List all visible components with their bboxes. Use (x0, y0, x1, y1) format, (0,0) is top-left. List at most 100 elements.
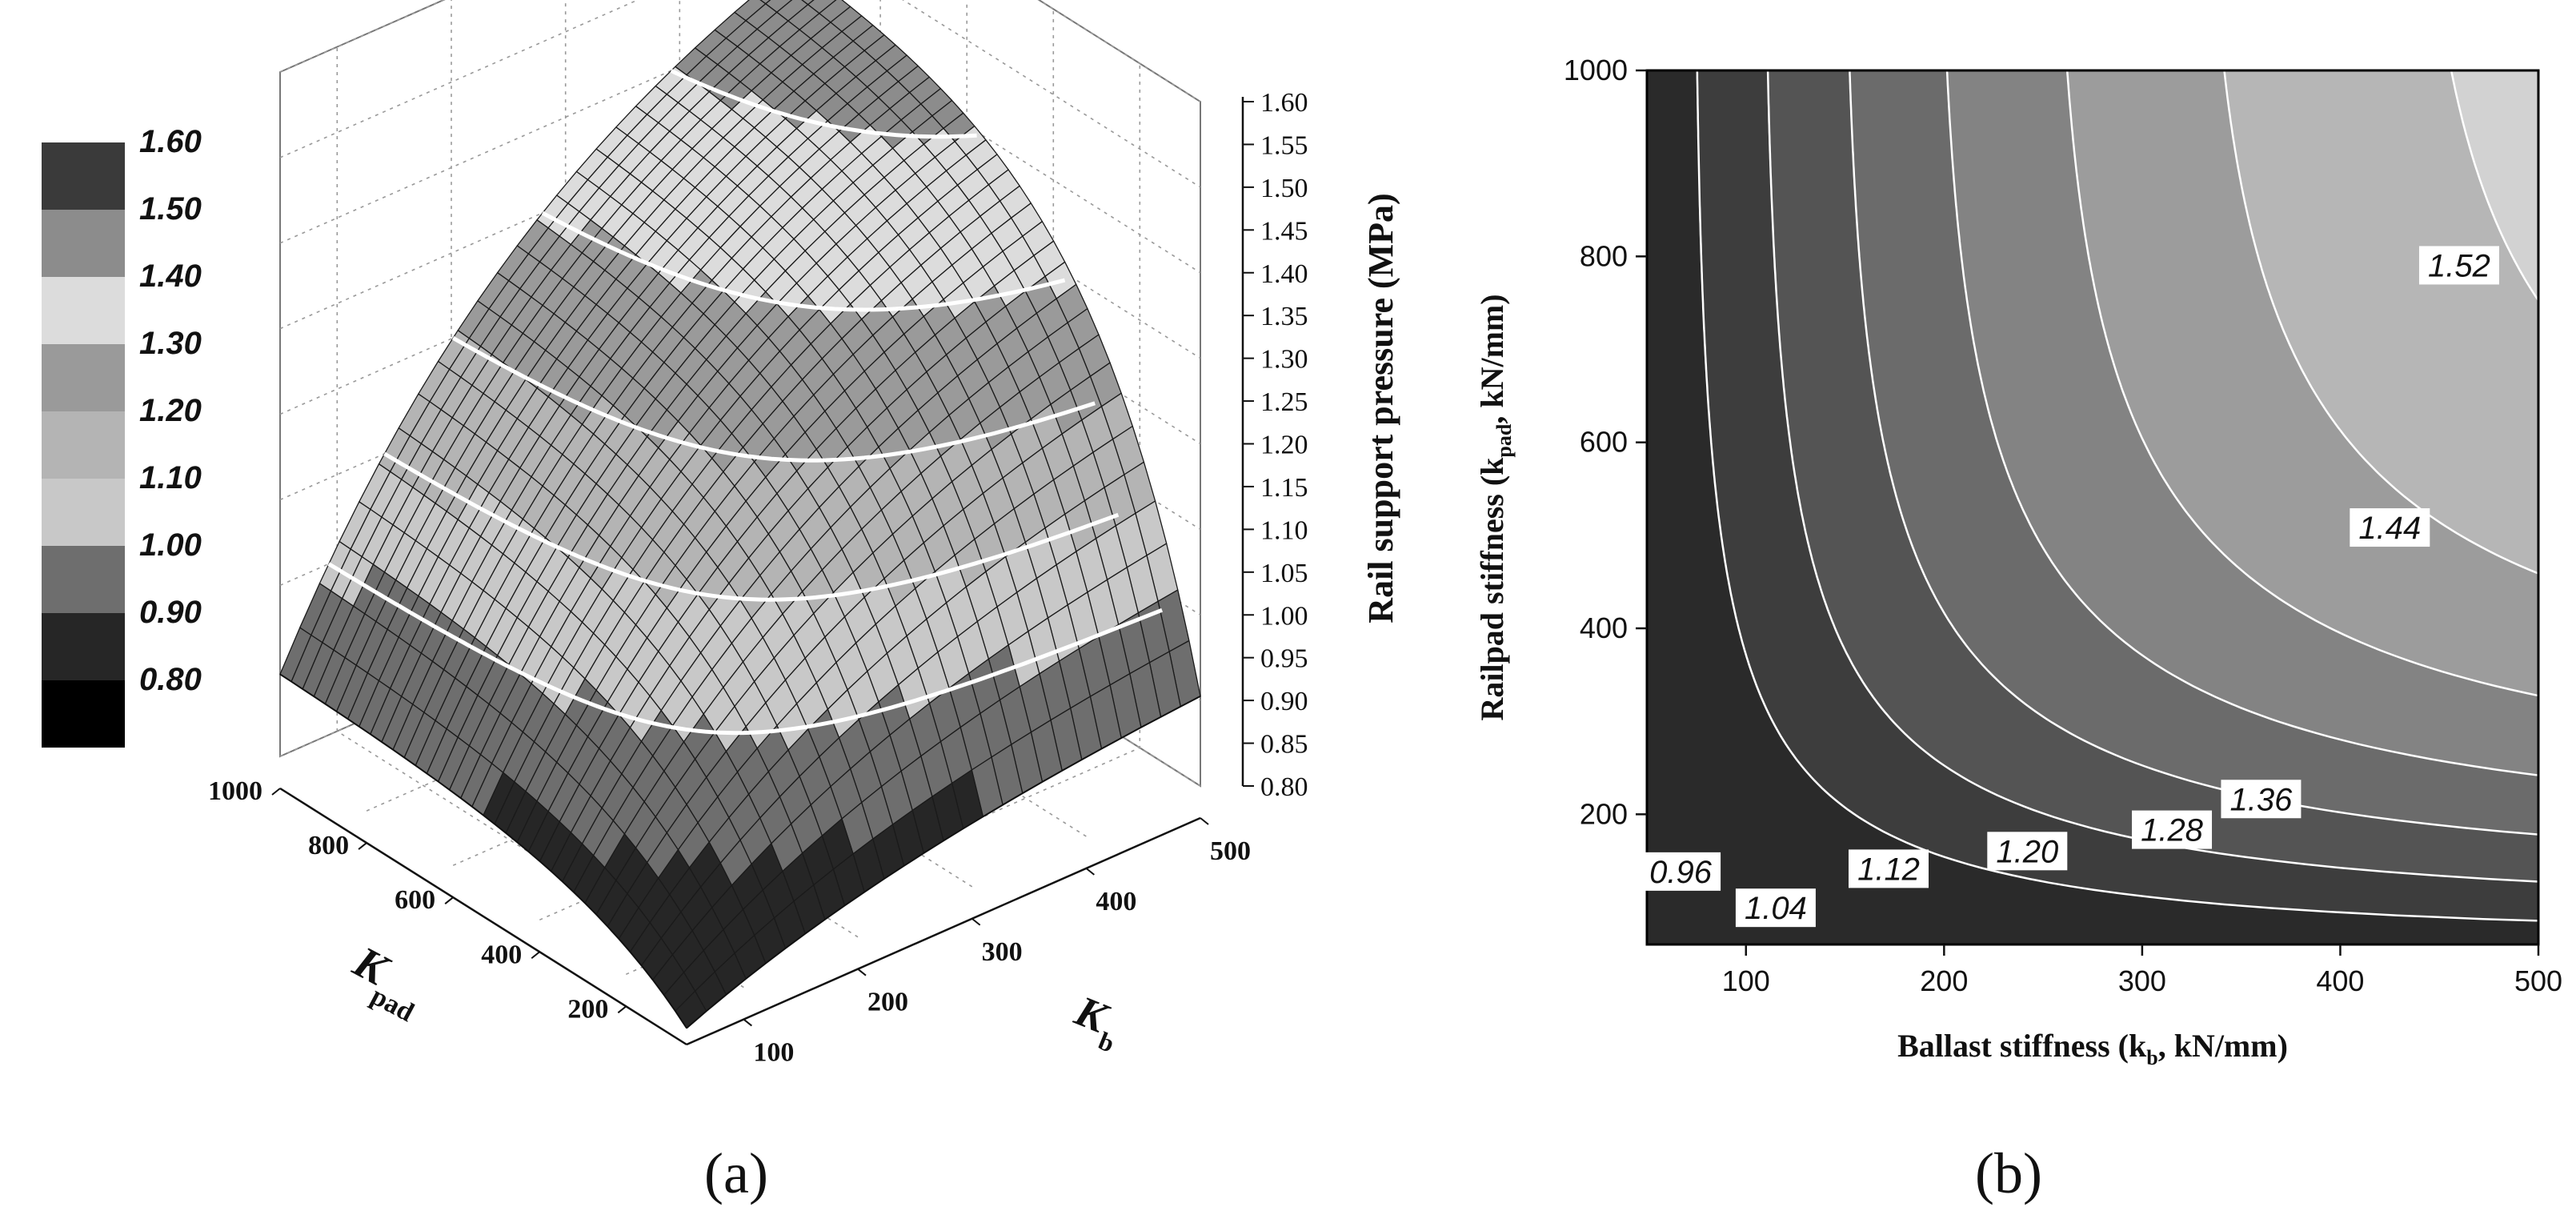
kb-axis-line (686, 816, 1201, 1046)
y-tick-label: 200 (1580, 797, 1628, 830)
contour-fill (1647, 62, 2576, 952)
legend-label: 1.10 (139, 460, 202, 495)
legend-swatch (42, 546, 125, 613)
legend-swatch (42, 210, 125, 277)
kb-tick-label: 100 (753, 1038, 794, 1068)
legend-label: 1.40 (139, 259, 202, 294)
z-tick-label: 1.05 (1260, 559, 1308, 588)
z-tick-label: 1.20 (1260, 431, 1308, 460)
surface-axes: 1.60 1.55 1.50 1.45 1.40 1.35 1.30 1.25 1.20 1.15… (208, 88, 1308, 1068)
contour-label: 1.28 (2141, 813, 2204, 848)
contour-label-bg (2418, 246, 2499, 285)
legend-label: 0.90 (139, 595, 202, 630)
kpad-tick (358, 842, 367, 850)
legend-swatch (42, 411, 125, 479)
panel-b-contour-plot: 100 200 300 400 500 1000 800 600 400 200 0.96 1.04… (1474, 54, 2576, 1069)
color-legend: 1.60 1.50 1.40 1.30 1.20 1.10 1.00 0.90 0.80 (42, 124, 202, 748)
kpad-tick (271, 788, 281, 796)
contour-band (2451, 70, 2538, 301)
kb-tick-label: 200 (867, 988, 908, 1017)
caption-b: (b) (1975, 1141, 2042, 1205)
z-tick-label: 1.45 (1260, 216, 1308, 246)
kpad-tick-label: 800 (308, 831, 349, 860)
contour-line (1696, 70, 2538, 922)
ballast-label-end: , kN/mm) (2158, 1028, 2288, 1064)
legend-swatch (42, 277, 125, 344)
kb-tick (743, 1018, 752, 1027)
z-tick-label: 1.15 (1260, 473, 1308, 503)
kpad-tick (444, 896, 454, 904)
ballast-axis-label: Ballast stiffness (kb, kN/mm) (1897, 1028, 2288, 1069)
z-tick-label: 0.90 (1260, 687, 1308, 716)
surface-iso-line (383, 451, 1120, 602)
contour-label-bg (1987, 832, 2068, 871)
z-tick-label: 1.30 (1260, 345, 1308, 375)
contour-line (1945, 70, 2538, 776)
surface-edge-kpad (279, 673, 687, 1029)
contour-band (2546, 62, 2576, 952)
kpad-tick-label: 600 (395, 885, 435, 915)
contour-label-bg (1641, 852, 1721, 891)
y-tick-label: 800 (1580, 239, 1628, 272)
legend-label: 1.50 (139, 191, 202, 227)
z-tick-label: 1.55 (1260, 130, 1308, 160)
z-tick-label: 0.95 (1260, 644, 1308, 674)
y-tick-label: 400 (1580, 612, 1628, 644)
contour-level-labels: 0.96 1.04 1.12 1.20 1.28 1.36 1.44 1.52 (1641, 246, 2499, 928)
contour-line (2223, 70, 2538, 575)
contour-label: 1.12 (1857, 852, 1920, 887)
contour-label-bg (2350, 508, 2430, 547)
legend-label: 1.20 (139, 393, 202, 428)
surface-cell (759, 0, 771, 5)
contour-label: 0.96 (1649, 855, 1713, 890)
kb-axis-label: K b (1068, 986, 1119, 1058)
legend-swatch (42, 613, 125, 680)
kb-tick (1200, 817, 1209, 825)
surface-iso-line (670, 69, 977, 139)
surface-iso-line (451, 336, 1096, 463)
y-tick-label: 600 (1580, 426, 1628, 459)
contour-label: 1.44 (2358, 511, 2421, 546)
legend-label: 1.60 (139, 124, 202, 159)
contour-label-bg (2221, 780, 2302, 819)
wall-grid-line (279, 0, 1201, 188)
contour-label-bg (1849, 849, 1929, 888)
z-tick-label: 1.25 (1260, 387, 1308, 417)
contour-line (1766, 70, 2538, 883)
legend-label: 1.30 (139, 326, 202, 361)
z-tick-label: 0.85 (1260, 730, 1308, 760)
contour-label-bg (2132, 810, 2213, 849)
z-tick-label: 1.35 (1260, 302, 1308, 331)
z-tick-label: 1.10 (1260, 515, 1308, 545)
legend-label: 1.00 (139, 527, 202, 563)
contour-line (2450, 70, 2538, 303)
kb-tick (1085, 868, 1095, 876)
legend-swatch (42, 344, 125, 411)
y-tick-label: 1000 (1564, 54, 1628, 86)
x-tick-label: 500 (2514, 964, 2562, 997)
legend-swatch (42, 680, 125, 748)
contour-frame (1645, 69, 2540, 946)
surface-cell (801, 0, 815, 6)
legend-swatch (42, 142, 125, 210)
contour-label-bg (1735, 888, 1816, 928)
kb-tick (857, 968, 867, 976)
surface-iso-line (327, 562, 1164, 736)
kpad-axis-line (279, 787, 687, 1046)
contour-line (2065, 70, 2538, 697)
x-tick-label: 200 (1920, 964, 1968, 997)
kpad-tick-label: 400 (481, 940, 522, 969)
railpad-axis-label: Railpad stiffness (kpad, kN/mm) (1474, 294, 1516, 720)
x-tick-label: 300 (2118, 964, 2166, 997)
contour-axes: 100 200 300 400 500 1000 800 600 400 200 (1564, 54, 2562, 997)
z-tick-label: 1.60 (1260, 88, 1308, 118)
x-tick-label: 400 (2316, 964, 2364, 997)
kb-tick-label: 400 (1096, 887, 1136, 916)
kb-tick-label: 500 (1210, 836, 1251, 866)
contour-label: 1.36 (2229, 782, 2293, 817)
z-axis-label: Rail support pressure (MPa) (1361, 193, 1400, 623)
contour-label: 1.20 (1996, 834, 2058, 869)
surface-edge-kb (686, 696, 1201, 1029)
contour-band (2224, 70, 2538, 574)
kpad-tick-label: 200 (567, 994, 608, 1024)
